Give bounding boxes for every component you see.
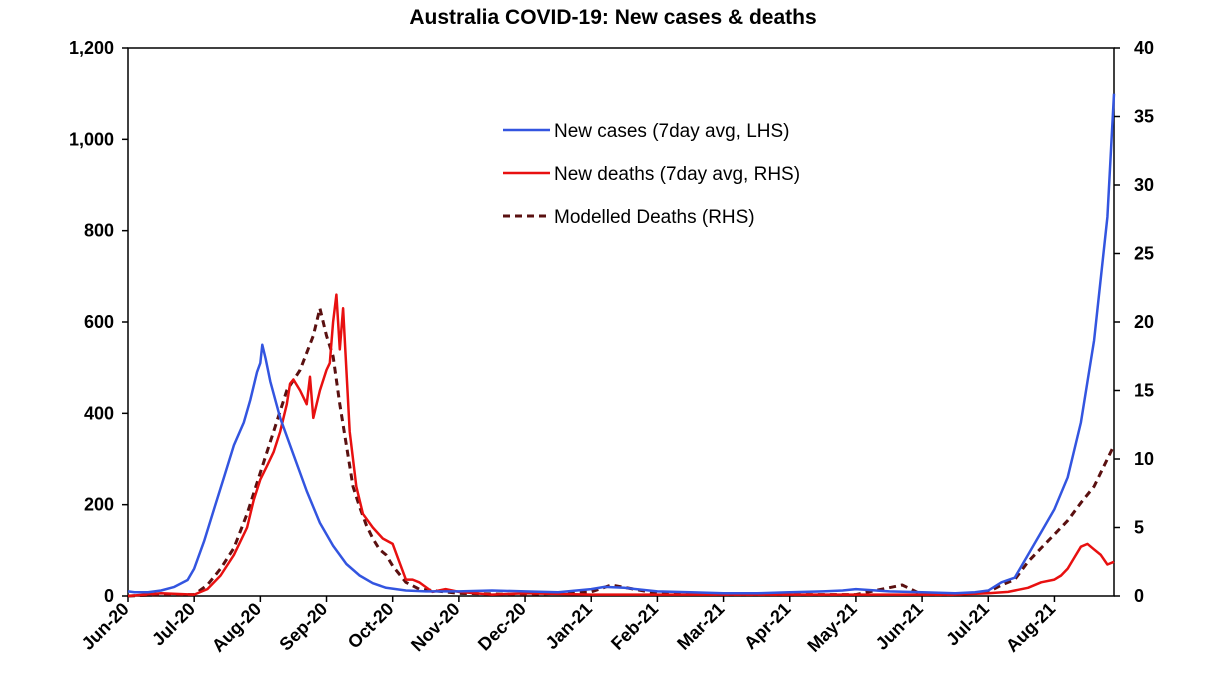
legend-label-0: New cases (7day avg, LHS) <box>554 121 790 142</box>
right-tick-label: 25 <box>1134 244 1154 264</box>
series-line-1 <box>127 293 1115 598</box>
left-tick-label: 0 <box>104 586 114 606</box>
left-tick-label: 400 <box>84 403 114 423</box>
right-tick-label: 35 <box>1134 107 1154 127</box>
legend-label-1: New deaths (7day avg, RHS) <box>554 164 800 185</box>
right-tick-label: 15 <box>1134 381 1154 401</box>
x-tick-label: May-21 <box>803 599 860 656</box>
x-tick-label: Aug-21 <box>1002 599 1059 656</box>
left-tick-label: 1,000 <box>69 129 114 149</box>
right-tick-label: 10 <box>1134 449 1154 469</box>
x-tick-label: Jan-21 <box>542 599 596 653</box>
right-tick-label: 40 <box>1134 38 1154 58</box>
right-tick-label: 30 <box>1134 175 1154 195</box>
legend-label-2: Modelled Deaths (RHS) <box>554 207 755 228</box>
x-tick-label: Dec-20 <box>474 599 530 655</box>
left-axis: 0 200 400 600 800 1,000 1,200 <box>69 38 128 606</box>
right-axis: 0 5 10 15 20 25 30 35 40 <box>1114 38 1154 606</box>
x-tick-label: Feb-21 <box>607 599 662 654</box>
x-tick-label: Jun-20 <box>78 599 133 654</box>
right-tick-label: 0 <box>1134 586 1144 606</box>
left-tick-label: 600 <box>84 312 114 332</box>
right-tick-label: 20 <box>1134 312 1154 332</box>
x-tick-label: Oct-20 <box>344 599 398 653</box>
left-tick-label: 200 <box>84 495 114 515</box>
x-tick-label: Jul-20 <box>148 599 199 650</box>
x-tick-label: Apr-21 <box>740 599 794 653</box>
x-tick-label: Jul-21 <box>942 599 993 650</box>
x-tick-label: Sep-20 <box>275 599 331 655</box>
right-tick-label: 5 <box>1134 518 1144 538</box>
legend: New cases (7day avg, LHS) New deaths (7da… <box>503 121 800 228</box>
x-tick-label: Jun-21 <box>872 599 927 654</box>
series-line-2 <box>127 306 1116 598</box>
x-tick-label: Mar-21 <box>673 599 728 654</box>
x-tick-label: Nov-20 <box>407 599 464 656</box>
series-line-0 <box>127 93 1116 595</box>
left-tick-label: 1,200 <box>69 38 114 58</box>
chart-title: Australia COVID-19: New cases & deaths <box>409 6 817 29</box>
left-tick-label: 800 <box>84 221 114 241</box>
x-axis: Jun-20 Jul-20 Aug-20 Sep-20 Oct-20 Nov-20 Dec-… <box>78 596 1059 656</box>
x-tick-label: Aug-20 <box>208 599 265 656</box>
series-layer <box>127 93 1116 598</box>
